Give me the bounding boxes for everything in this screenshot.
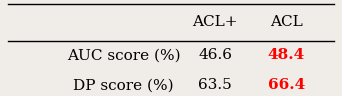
Text: DP score (%): DP score (%) bbox=[73, 78, 174, 92]
Text: 48.4: 48.4 bbox=[268, 48, 305, 62]
Text: 66.4: 66.4 bbox=[268, 78, 305, 92]
Text: ACL: ACL bbox=[270, 15, 303, 29]
Text: 63.5: 63.5 bbox=[198, 78, 232, 92]
Text: 46.6: 46.6 bbox=[198, 48, 232, 62]
Text: ACL+: ACL+ bbox=[192, 15, 238, 29]
Text: AUC score (%): AUC score (%) bbox=[67, 48, 180, 62]
